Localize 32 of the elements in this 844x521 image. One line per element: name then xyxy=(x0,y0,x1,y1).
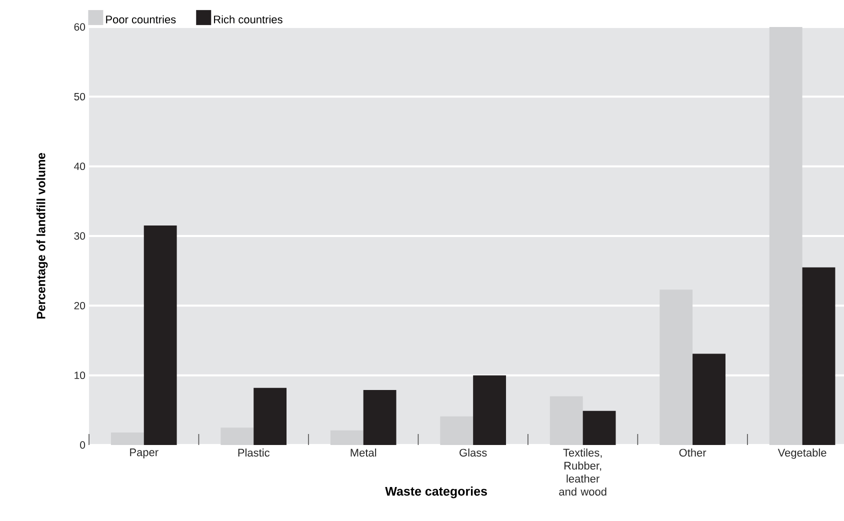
y-tick-label: 50 xyxy=(74,92,86,100)
bar xyxy=(330,430,364,445)
x-tick-label: Textiles, Rubber, leather and wood xyxy=(559,448,606,496)
x-tick-label: Paper xyxy=(130,448,158,458)
y-tick-label: 60 xyxy=(74,23,86,31)
bar xyxy=(692,354,726,445)
bar xyxy=(802,267,836,445)
bar xyxy=(144,226,177,445)
y-tick-label: 20 xyxy=(74,302,86,310)
legend-label: Poor countries xyxy=(106,15,176,24)
x-tick-label: Plastic xyxy=(238,448,270,457)
x-tick-label: Glass xyxy=(460,448,487,457)
bar xyxy=(769,26,802,445)
y-axis-title: Percentage of landfill volume xyxy=(36,153,48,319)
bar xyxy=(220,428,254,445)
bar xyxy=(550,396,583,445)
y-tick-label: 30 xyxy=(74,232,86,240)
x-tick-label: Metal xyxy=(350,448,376,457)
y-tick-label: 0 xyxy=(80,441,86,449)
bar xyxy=(582,410,616,445)
bar xyxy=(363,390,396,445)
bar xyxy=(660,290,693,445)
legend-label: Rich countries xyxy=(214,15,282,24)
bar xyxy=(254,388,287,445)
bar xyxy=(440,416,474,445)
y-tick-label: 10 xyxy=(74,372,86,380)
x-tick-label: Vegetable xyxy=(778,448,826,459)
x-tick-label: Other xyxy=(679,448,706,457)
bar xyxy=(473,375,506,445)
bar xyxy=(110,432,144,445)
y-tick-label: 40 xyxy=(74,162,86,170)
x-axis-title: Waste categories xyxy=(385,486,487,498)
